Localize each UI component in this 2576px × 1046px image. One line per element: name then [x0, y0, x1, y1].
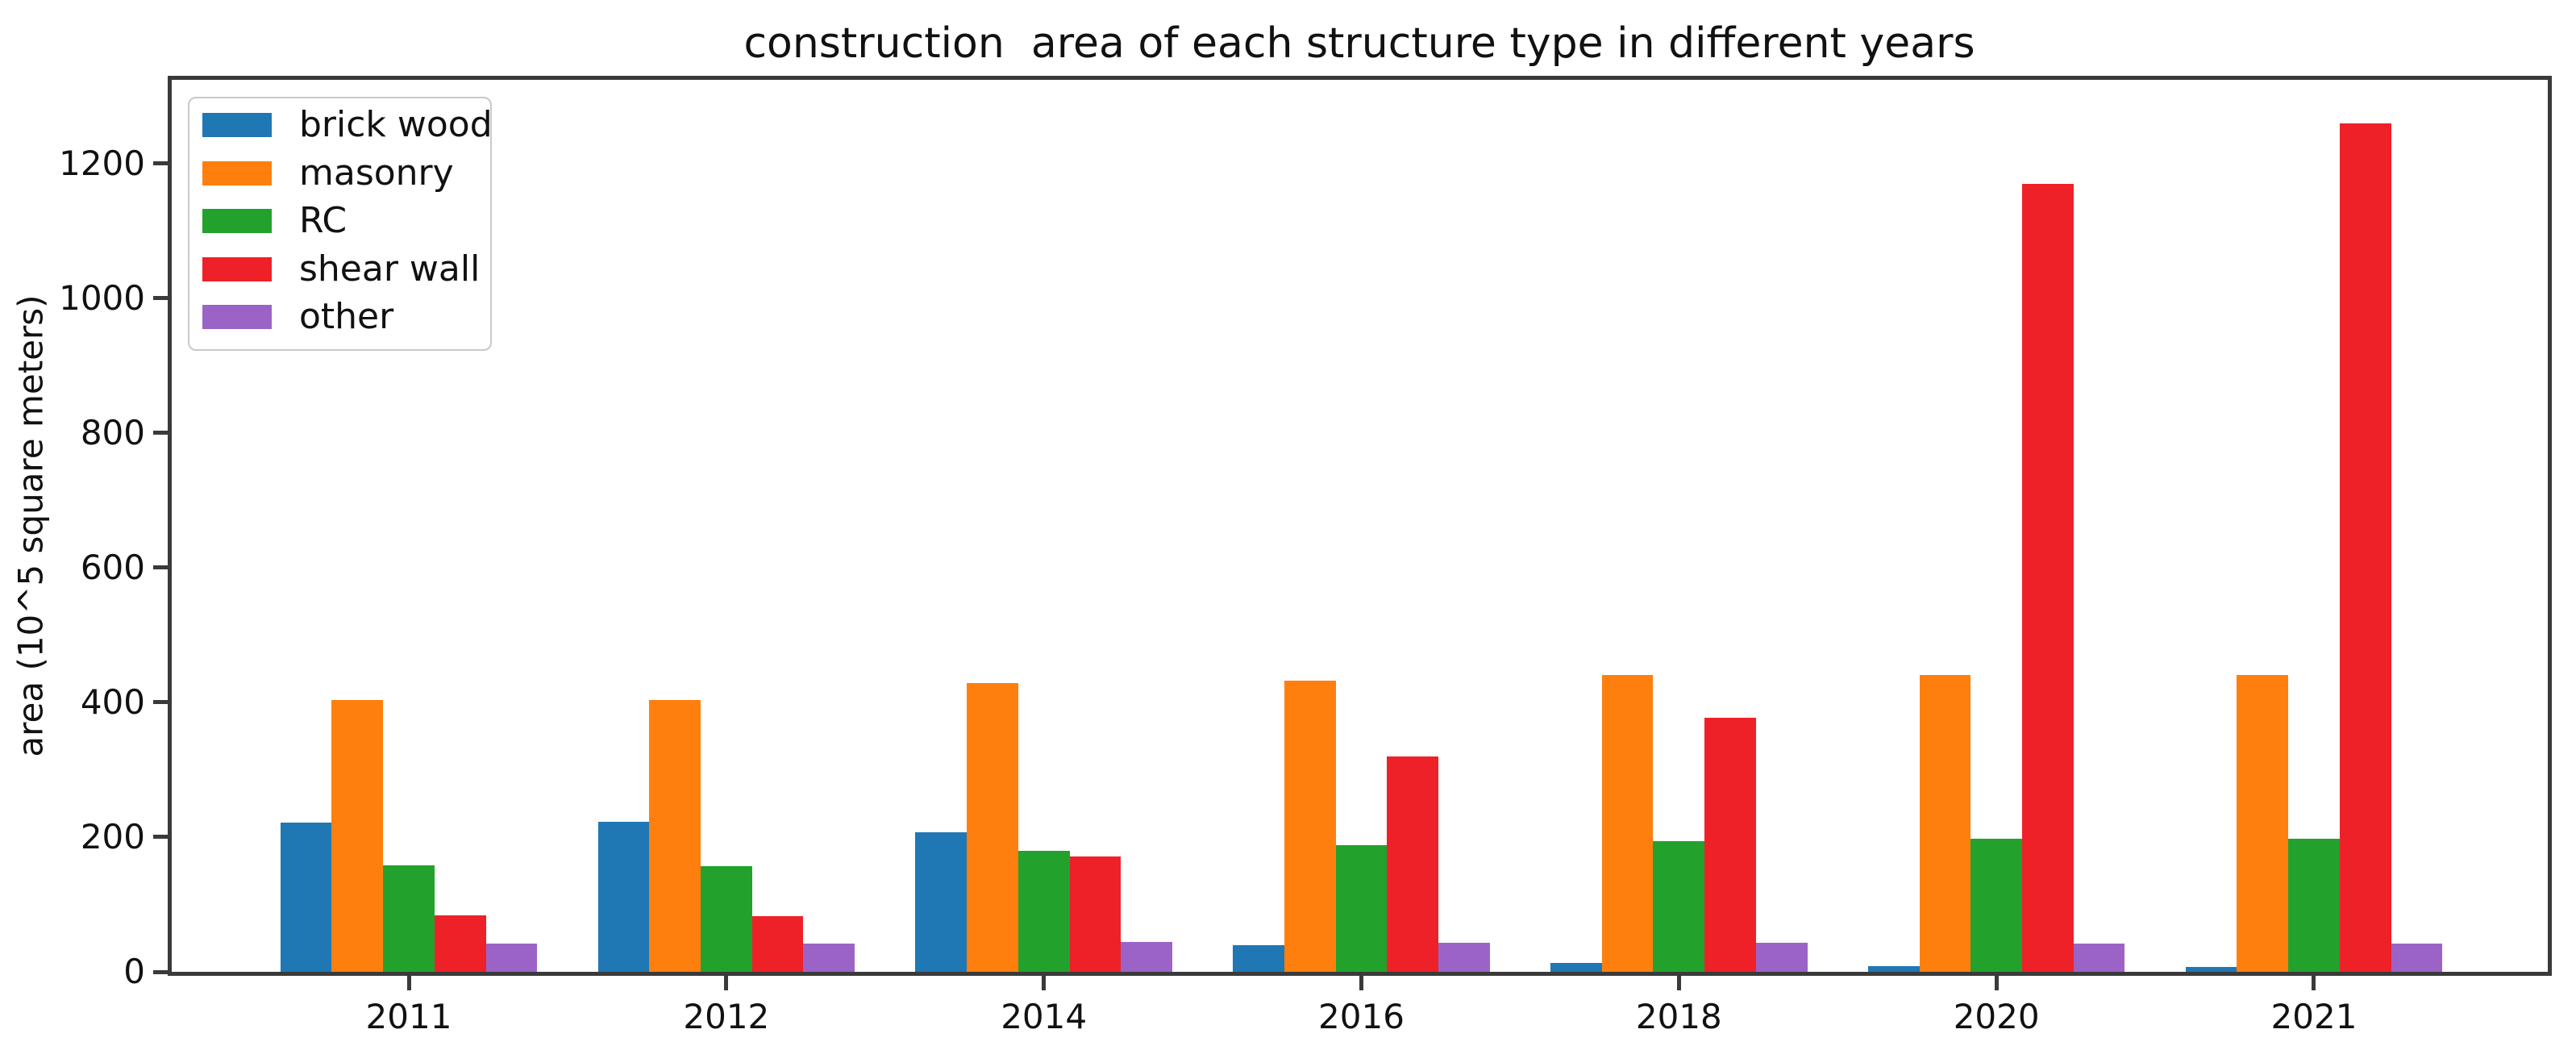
y-tick-mark	[153, 296, 168, 301]
bar-brick-wood-2014	[915, 832, 968, 972]
bar-masonry-2020	[1919, 674, 1971, 972]
bar-rc-2016	[1335, 844, 1388, 972]
bar-brick-wood-2012	[597, 821, 650, 972]
bar-masonry-2016	[1284, 681, 1336, 972]
bar-masonry-2014	[967, 683, 1018, 972]
y-tick-mark	[153, 431, 168, 435]
legend-swatch-rc	[202, 209, 272, 233]
bar-brick-wood-2018	[1550, 963, 1602, 972]
y-tick-label: 1000	[59, 277, 145, 318]
bar-brick-wood-2021	[2185, 967, 2237, 972]
bar-masonry-2018	[1601, 675, 1654, 972]
bar-other-2021	[2391, 943, 2443, 972]
x-tick-label-2021: 2021	[2270, 997, 2358, 1036]
legend-item-other: other	[189, 299, 490, 335]
legend-swatch-masonry	[202, 160, 272, 185]
bar-brick-wood-2016	[1233, 944, 1284, 972]
y-tick-mark	[153, 700, 168, 705]
bar-brick-wood-2011	[280, 822, 332, 972]
legend-label-rc: RC	[299, 200, 347, 241]
bar-masonry-2021	[2237, 674, 2289, 972]
legend-item-brick-wood: brick wood	[189, 104, 493, 145]
x-tick-mark	[1994, 976, 1999, 990]
legend-swatch-other	[202, 305, 272, 329]
bar-shear-wall-2021	[2339, 123, 2391, 972]
bar-rc-2018	[1653, 840, 1705, 972]
bar-masonry-2012	[649, 699, 701, 972]
bar-brick-wood-2020	[1867, 966, 1920, 972]
bar-masonry-2011	[331, 699, 384, 972]
legend-item-masonry: masonry	[189, 152, 490, 194]
x-tick-mark	[1676, 976, 1681, 990]
y-tick-label: 0	[123, 952, 145, 991]
y-tick-label: 400	[80, 681, 145, 722]
x-tick-mark	[724, 976, 729, 990]
bar-other-2011	[485, 943, 538, 972]
bar-rc-2012	[700, 865, 752, 972]
bar-shear-wall-2014	[1069, 856, 1122, 972]
y-tick-mark	[153, 565, 168, 570]
bar-rc-2020	[1970, 839, 2022, 972]
x-tick-label-2016: 2016	[1318, 997, 1405, 1036]
x-tick-label-2014: 2014	[1001, 997, 1088, 1036]
y-tick-label: 1200	[59, 143, 145, 183]
legend-label-masonry: masonry	[299, 152, 454, 194]
legend-label-other: other	[299, 296, 394, 337]
x-tick-label-2011: 2011	[365, 997, 452, 1036]
bar-rc-2014	[1017, 851, 1070, 972]
x-tick-label-2020: 2020	[1953, 997, 2040, 1036]
bar-shear-wall-2020	[2022, 184, 2074, 972]
legend: brick wood masonry RC shear wall other	[188, 97, 493, 351]
y-tick-label: 800	[80, 412, 145, 452]
x-tick-mark	[1359, 976, 1363, 990]
chart-title: construction area of each structure type…	[743, 19, 1975, 68]
x-tick-label-2012: 2012	[683, 997, 770, 1036]
legend-label-shear-wall: shear wall	[299, 248, 481, 290]
x-tick-mark	[1042, 976, 1047, 990]
x-tick-mark	[406, 976, 411, 990]
legend-swatch-brick-wood	[202, 113, 272, 137]
y-tick-mark	[153, 161, 168, 166]
y-tick-label: 600	[80, 547, 145, 587]
plot-area	[168, 76, 2552, 976]
y-tick-mark	[153, 835, 168, 840]
bar-other-2020	[2073, 943, 2125, 972]
legend-label-brick-wood: brick wood	[299, 104, 493, 145]
bar-rc-2021	[2288, 839, 2340, 972]
x-tick-mark	[2312, 976, 2316, 990]
legend-swatch-shear-wall	[202, 256, 272, 281]
bar-shear-wall-2011	[434, 915, 486, 972]
y-tick-mark	[153, 969, 168, 974]
bar-rc-2011	[383, 865, 435, 972]
bar-shear-wall-2012	[751, 915, 804, 972]
bar-shear-wall-2016	[1387, 756, 1439, 972]
bar-other-2014	[1121, 942, 1172, 972]
bar-other-2018	[1755, 943, 1808, 972]
legend-item-shear-wall: shear wall	[189, 248, 490, 290]
x-tick-label-2018: 2018	[1635, 997, 1722, 1036]
bar-other-2016	[1438, 943, 1490, 972]
bar-shear-wall-2018	[1704, 718, 1756, 972]
legend-item-rc: RC	[189, 203, 490, 239]
bar-other-2012	[803, 943, 855, 972]
y-tick-label: 200	[80, 816, 145, 856]
